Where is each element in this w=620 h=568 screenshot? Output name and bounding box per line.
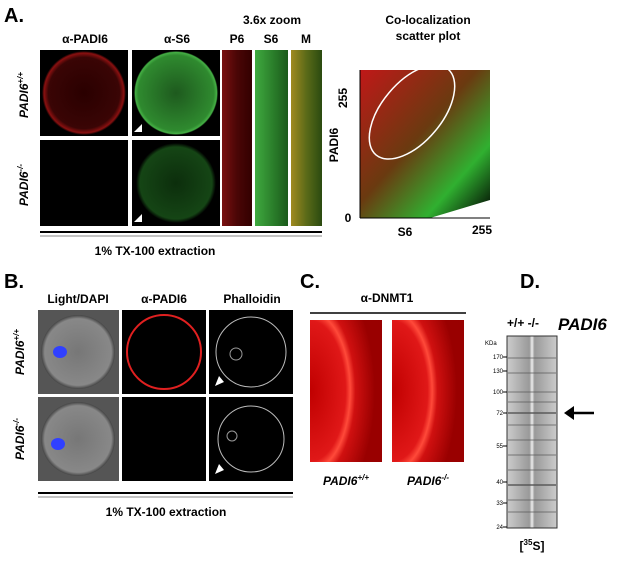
image-label: PADI6-/- [407, 473, 449, 488]
panel-letter: C. [300, 271, 320, 293]
gene-label: PADI6 [558, 315, 607, 334]
panel-title: α-DNMT1 [361, 291, 414, 305]
column-header: α-S6 [164, 32, 190, 46]
footer: 1% TX-100 extraction [106, 505, 227, 519]
zoom-title: 3.6x zoom [243, 13, 301, 27]
zoom-header: M [301, 32, 311, 46]
arrow [564, 406, 594, 420]
lane-labels: +/+ -/- [507, 316, 539, 330]
axis-title: S6 [398, 225, 413, 239]
image-grid [40, 50, 322, 226]
gel [506, 335, 558, 529]
image-pair [310, 320, 464, 462]
ladder-label: 55 [496, 444, 503, 450]
zoom-header: P6 [230, 32, 245, 46]
axis-label: 255 [472, 223, 492, 237]
axis-label: 0 [345, 211, 352, 225]
ladder-label: 100 [493, 390, 504, 396]
scatter-plot [359, 64, 490, 219]
panel-letter: B. [4, 271, 24, 293]
image-grid [38, 310, 293, 481]
ladder-label: 170 [493, 355, 504, 361]
column-header: α-PADI6 [141, 292, 187, 306]
ladder-label: 72 [496, 411, 503, 417]
axis-title: PADI6 [327, 127, 341, 162]
image-label: PADI6+/+ [323, 473, 369, 488]
column-header: Phalloidin [223, 292, 280, 306]
ladder-label: 130 [493, 369, 504, 375]
zoom-header: S6 [264, 32, 279, 46]
axis-label: 255 [336, 88, 350, 108]
ladder-label: 24 [496, 525, 503, 531]
ladder-label: 33 [496, 501, 503, 507]
panel-letter: D. [520, 271, 540, 293]
row-label: PADI6+/+ [12, 329, 27, 375]
scatter-title: scatter plot [396, 29, 461, 43]
row-label: PADI6-/- [16, 164, 31, 206]
footer: [35S] [520, 538, 545, 553]
scatter-title: Co-localization [385, 13, 470, 27]
row-label: PADI6+/+ [16, 72, 31, 118]
row-label: PADI6-/- [12, 418, 27, 460]
ladder-label: 40 [496, 480, 503, 486]
column-header: α-PADI6 [62, 32, 108, 46]
column-header: Light/DAPI [47, 292, 108, 306]
unit: KDa [485, 341, 497, 347]
footer: 1% TX-100 extraction [95, 244, 216, 258]
panel-letter: A. [4, 5, 24, 27]
